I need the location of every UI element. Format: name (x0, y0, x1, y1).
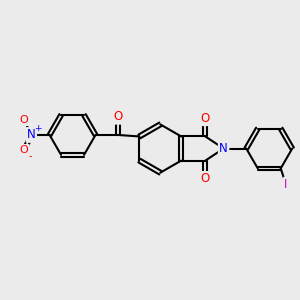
Text: I: I (284, 178, 288, 191)
Text: O: O (201, 112, 210, 125)
Text: O: O (114, 110, 123, 123)
Text: N: N (219, 142, 228, 155)
Text: O: O (201, 172, 210, 185)
Text: -: - (29, 151, 32, 160)
Text: N: N (27, 128, 36, 142)
Text: O: O (20, 115, 28, 125)
Text: O: O (20, 145, 28, 155)
Text: +: + (34, 124, 42, 133)
